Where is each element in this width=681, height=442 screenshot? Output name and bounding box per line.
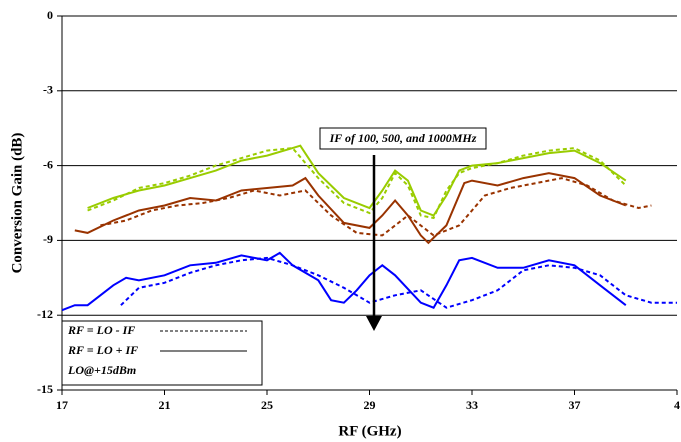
series-line bbox=[120, 256, 677, 309]
legend-note: LO@+15dBm bbox=[67, 363, 136, 377]
x-tick-label: 4 bbox=[674, 398, 680, 412]
y-axis-title: Conversion Gain (dB) bbox=[9, 133, 25, 274]
annotation-text: IF of 100, 500, and 1000MHz bbox=[329, 131, 477, 145]
series-line bbox=[100, 177, 652, 237]
legend-label: RF = LO - IF bbox=[67, 323, 135, 337]
y-tick-label: -9 bbox=[43, 232, 53, 246]
series-line bbox=[74, 172, 627, 245]
legend: RF = LO - IF RF = LO + IF LO@+15dBm bbox=[61, 320, 263, 386]
y-tick-label: -6 bbox=[43, 157, 53, 171]
x-tick-label: 25 bbox=[261, 398, 273, 412]
legend-box bbox=[61, 320, 263, 386]
annotation-box bbox=[319, 127, 487, 150]
x-axis-title: RF (GHz) bbox=[338, 423, 401, 439]
x-tick-label: 17 bbox=[56, 398, 68, 412]
y-tick-label: -15 bbox=[37, 382, 53, 396]
legend-label: RF = LO + IF bbox=[67, 343, 138, 357]
y-tick-label: -12 bbox=[37, 307, 53, 321]
arrow-head bbox=[366, 316, 382, 331]
y-tick-label: -3 bbox=[43, 83, 53, 97]
annotation: IF of 100, 500, and 1000MHz bbox=[319, 127, 487, 331]
x-tick-label: 37 bbox=[569, 398, 581, 412]
series-line bbox=[61, 251, 627, 312]
plot-area: -15 -12 -9 -6 -3 0 17 21 25 29 33 37 4 bbox=[37, 8, 680, 412]
series-line bbox=[87, 144, 627, 217]
y-tick-label: 0 bbox=[47, 8, 53, 22]
series-line bbox=[87, 147, 627, 220]
x-tick-label: 29 bbox=[364, 398, 376, 412]
x-tick-label: 33 bbox=[466, 398, 478, 412]
x-tick-label: 21 bbox=[159, 398, 171, 412]
